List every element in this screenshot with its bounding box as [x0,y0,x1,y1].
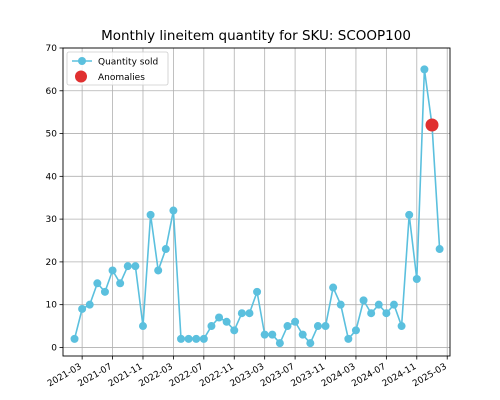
data-point-quantity-sold [237,309,246,318]
data-point-quantity-sold [268,330,277,339]
y-tick-label: 10 [46,301,58,311]
data-point-quantity-sold [420,65,429,74]
data-point-quantity-sold [245,309,254,318]
data-point-quantity-sold [291,317,300,326]
data-point-quantity-sold [374,300,383,309]
grid [63,47,450,356]
data-point-quantity-sold [435,245,444,254]
series-line-quantity-sold [73,69,441,345]
data-point-quantity-sold [169,206,178,215]
data-point-quantity-sold [253,287,262,296]
legend-box [66,51,169,86]
legend-marker-anomalies [75,70,87,83]
data-point-quantity-sold [161,245,170,254]
y-tick-label: 0 [51,343,57,353]
data-point-quantity-sold [123,262,132,271]
data-point-quantity-sold [222,317,231,326]
data-point-quantity-sold [329,283,338,292]
y-tick-label: 30 [46,215,58,225]
data-point-quantity-sold [100,287,109,296]
data-point-quantity-sold [283,322,292,331]
legend-marker-quantity [78,57,86,65]
data-point-quantity-sold [397,322,406,331]
series-layer [70,65,444,348]
data-point-quantity-sold [78,304,87,313]
data-point-quantity-sold [154,266,163,275]
data-point-quantity-sold [389,300,398,309]
legend-label-anomalies: Anomalies [98,73,145,83]
data-point-quantity-sold [138,322,147,331]
data-point-quantity-sold [199,334,208,343]
plot-frame [62,47,451,357]
x-tick-label: 2025-03 [411,362,449,389]
data-point-quantity-sold [131,262,140,271]
legend: Quantity sold Anomalies [66,51,169,86]
data-point-quantity-sold [184,334,193,343]
data-point-quantity-sold [336,300,345,309]
data-point-quantity-sold [367,309,376,318]
data-point-quantity-sold [382,309,391,318]
data-point-quantity-sold [230,326,239,335]
data-point-quantity-sold [215,313,224,322]
legend-label-quantity: Quantity sold [98,58,158,68]
data-point-quantity-sold [116,279,125,288]
data-point-quantity-sold [275,339,284,348]
data-point-quantity-sold [85,300,94,309]
data-point-quantity-sold [405,210,414,219]
data-point-quantity-sold [260,330,269,339]
data-point-quantity-sold [344,334,353,343]
data-point-quantity-sold [192,334,201,343]
data-point-quantity-sold [321,322,330,331]
data-point-quantity-sold [93,279,102,288]
y-tick-label: 50 [46,130,58,140]
y-tick-label: 40 [46,172,58,182]
data-point-quantity-sold [70,334,79,343]
y-tick-label: 60 [46,87,58,97]
y-tick-label: 20 [46,258,58,268]
data-point-quantity-sold [313,322,322,331]
chart-title: Monthly lineitem quantity for SKU: SCOOP… [101,28,411,44]
data-point-quantity-sold [108,266,117,275]
axes: 0102030405060702021-032021-072021-112022… [46,44,449,389]
data-point-quantity-sold [351,326,360,335]
data-point-quantity-sold [306,339,315,348]
data-point-quantity-sold [177,334,186,343]
data-point-quantity-sold [298,330,307,339]
data-point-anomaly [425,118,439,132]
data-point-quantity-sold [412,275,421,283]
data-point-quantity-sold [359,296,368,305]
y-tick-label: 70 [46,44,58,54]
data-point-quantity-sold [146,210,155,219]
data-point-quantity-sold [207,322,216,331]
